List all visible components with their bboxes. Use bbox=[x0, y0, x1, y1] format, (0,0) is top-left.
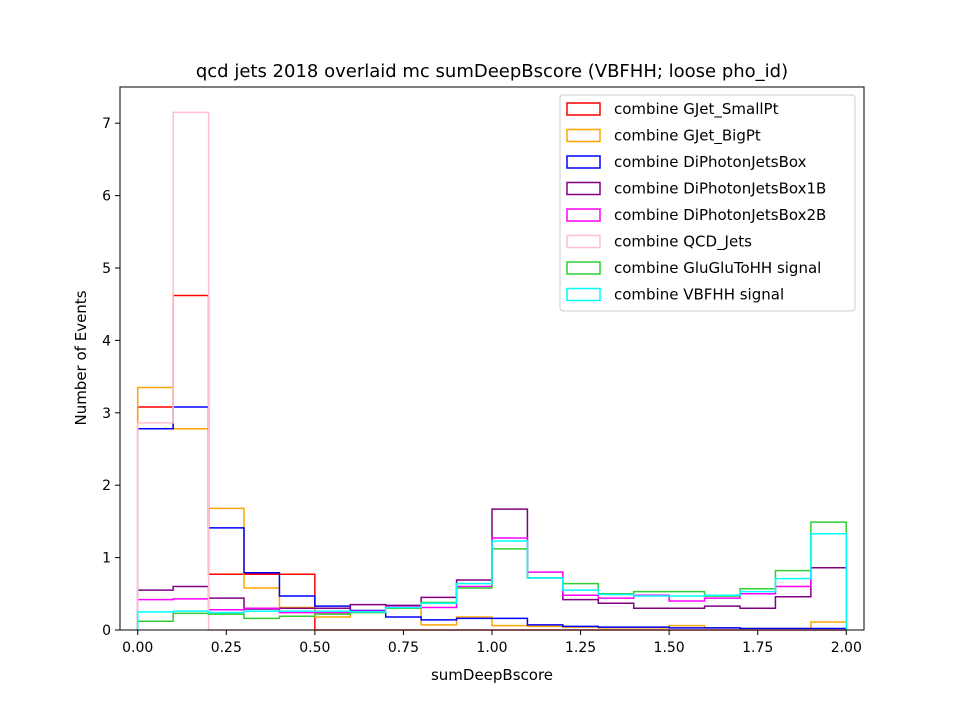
legend-swatch bbox=[566, 234, 601, 249]
x-tick-label: 2.00 bbox=[831, 640, 862, 656]
series-line-2 bbox=[136, 406, 848, 630]
legend-label: combine GluGluToHH signal bbox=[614, 259, 821, 277]
legend-swatch bbox=[566, 261, 601, 275]
y-tick-label: 2 bbox=[102, 478, 111, 494]
x-tick-label: 1.75 bbox=[742, 640, 773, 656]
legend-label: combine GJet_BigPt bbox=[614, 127, 761, 146]
legend-swatch bbox=[566, 128, 601, 143]
legend-swatch bbox=[566, 155, 601, 169]
legend-label: combine DiPhotonJetsBox bbox=[614, 153, 807, 171]
x-tick-label: 0.75 bbox=[388, 640, 419, 656]
chart-title: qcd jets 2018 overlaid mc sumDeepBscore … bbox=[196, 61, 788, 82]
y-axis: 0 1 2 3 4 5 6 7 bbox=[102, 116, 120, 639]
legend-frame bbox=[559, 94, 856, 312]
y-tick-label: 1 bbox=[102, 551, 111, 567]
legend-label: combine GJet_SmallPt bbox=[614, 100, 779, 119]
legend-label: combine DiPhotonJetsBox1B bbox=[614, 180, 826, 198]
x-tick-label: 0.00 bbox=[122, 640, 153, 656]
legend-swatch bbox=[566, 102, 601, 116]
y-axis-label: Number of Events bbox=[72, 290, 90, 425]
y-tick-label: 7 bbox=[102, 116, 111, 132]
y-tick-label: 0 bbox=[102, 623, 111, 639]
y-tick-label: 5 bbox=[102, 261, 111, 277]
legend-swatch bbox=[566, 208, 601, 222]
legend-label: combine DiPhotonJetsBox2B bbox=[614, 206, 826, 224]
x-tick-label: 1.00 bbox=[476, 640, 507, 656]
y-tick-label: 6 bbox=[102, 189, 111, 205]
x-axis: 0.00 0.25 0.50 0.75 1.00 1.25 1.50 1.75 2.00 bbox=[122, 630, 862, 656]
series-line-7 bbox=[136, 532, 848, 630]
x-tick-label: 0.25 bbox=[211, 640, 242, 656]
y-tick-label: 4 bbox=[102, 333, 111, 349]
legend-label: combine VBFHH signal bbox=[614, 286, 784, 304]
y-tick-label: 3 bbox=[102, 406, 111, 422]
legend-swatch bbox=[566, 287, 601, 302]
x-axis-label: sumDeepBscore bbox=[431, 666, 553, 684]
legend-label: combine QCD_Jets bbox=[614, 233, 752, 252]
x-tick-label: 1.25 bbox=[565, 640, 596, 656]
legend-swatch bbox=[566, 181, 601, 196]
x-tick-label: 0.50 bbox=[299, 640, 330, 656]
x-tick-label: 1.50 bbox=[654, 640, 685, 656]
